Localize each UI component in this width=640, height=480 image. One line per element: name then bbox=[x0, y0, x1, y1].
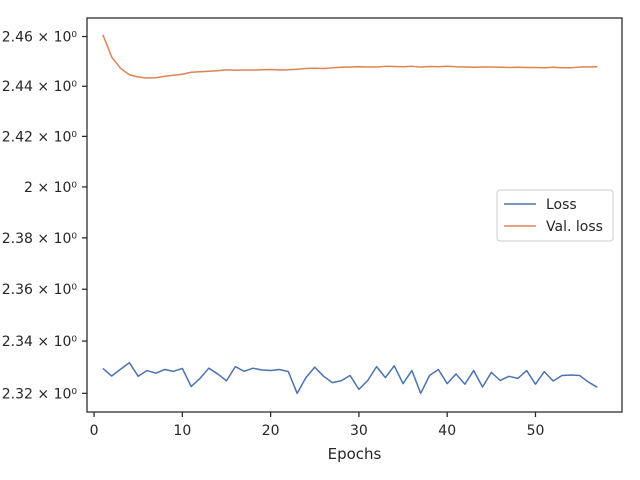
y-tick-label: 2.46 × 10⁰ bbox=[2, 30, 78, 46]
x-tick-label: 0 bbox=[90, 423, 99, 439]
x-tick-label: 40 bbox=[438, 423, 456, 439]
x-tick-label: 20 bbox=[262, 423, 280, 439]
x-tick-label: 30 bbox=[350, 423, 368, 439]
legend-label: Loss bbox=[546, 197, 577, 213]
y-tick-label: 2.32 × 10⁰ bbox=[2, 386, 78, 402]
plot-frame bbox=[86, 17, 623, 413]
legend: Loss Val. loss bbox=[496, 189, 614, 242]
legend-label: Val. loss bbox=[546, 219, 603, 235]
y-tick-label: 2.44 × 10⁰ bbox=[2, 79, 78, 95]
x-tick-label: 10 bbox=[173, 423, 191, 439]
y-tick-label: 2.42 × 10⁰ bbox=[2, 129, 78, 145]
y-tick-label: 2.38 × 10⁰ bbox=[2, 231, 78, 247]
y-tick-label: 2.36 × 10⁰ bbox=[2, 282, 78, 298]
y-axis: 2.32 × 10⁰ 2.34 × 10⁰ 2.36 × 10⁰ 2.38 × 10⁰… bbox=[2, 30, 87, 402]
x-tick-label: 50 bbox=[527, 423, 545, 439]
x-axis-label: Epochs bbox=[328, 445, 382, 463]
y-tick-label: 2.34 × 10⁰ bbox=[2, 334, 78, 350]
plot-area bbox=[86, 17, 623, 413]
series-line-1 bbox=[102, 34, 598, 79]
y-tick-label: 2 × 10⁰ bbox=[24, 180, 77, 196]
series-layer bbox=[102, 34, 598, 395]
legend-box bbox=[496, 189, 614, 242]
series-line-0 bbox=[102, 361, 598, 395]
x-axis: 0 10 20 30 40 50 bbox=[90, 412, 545, 439]
